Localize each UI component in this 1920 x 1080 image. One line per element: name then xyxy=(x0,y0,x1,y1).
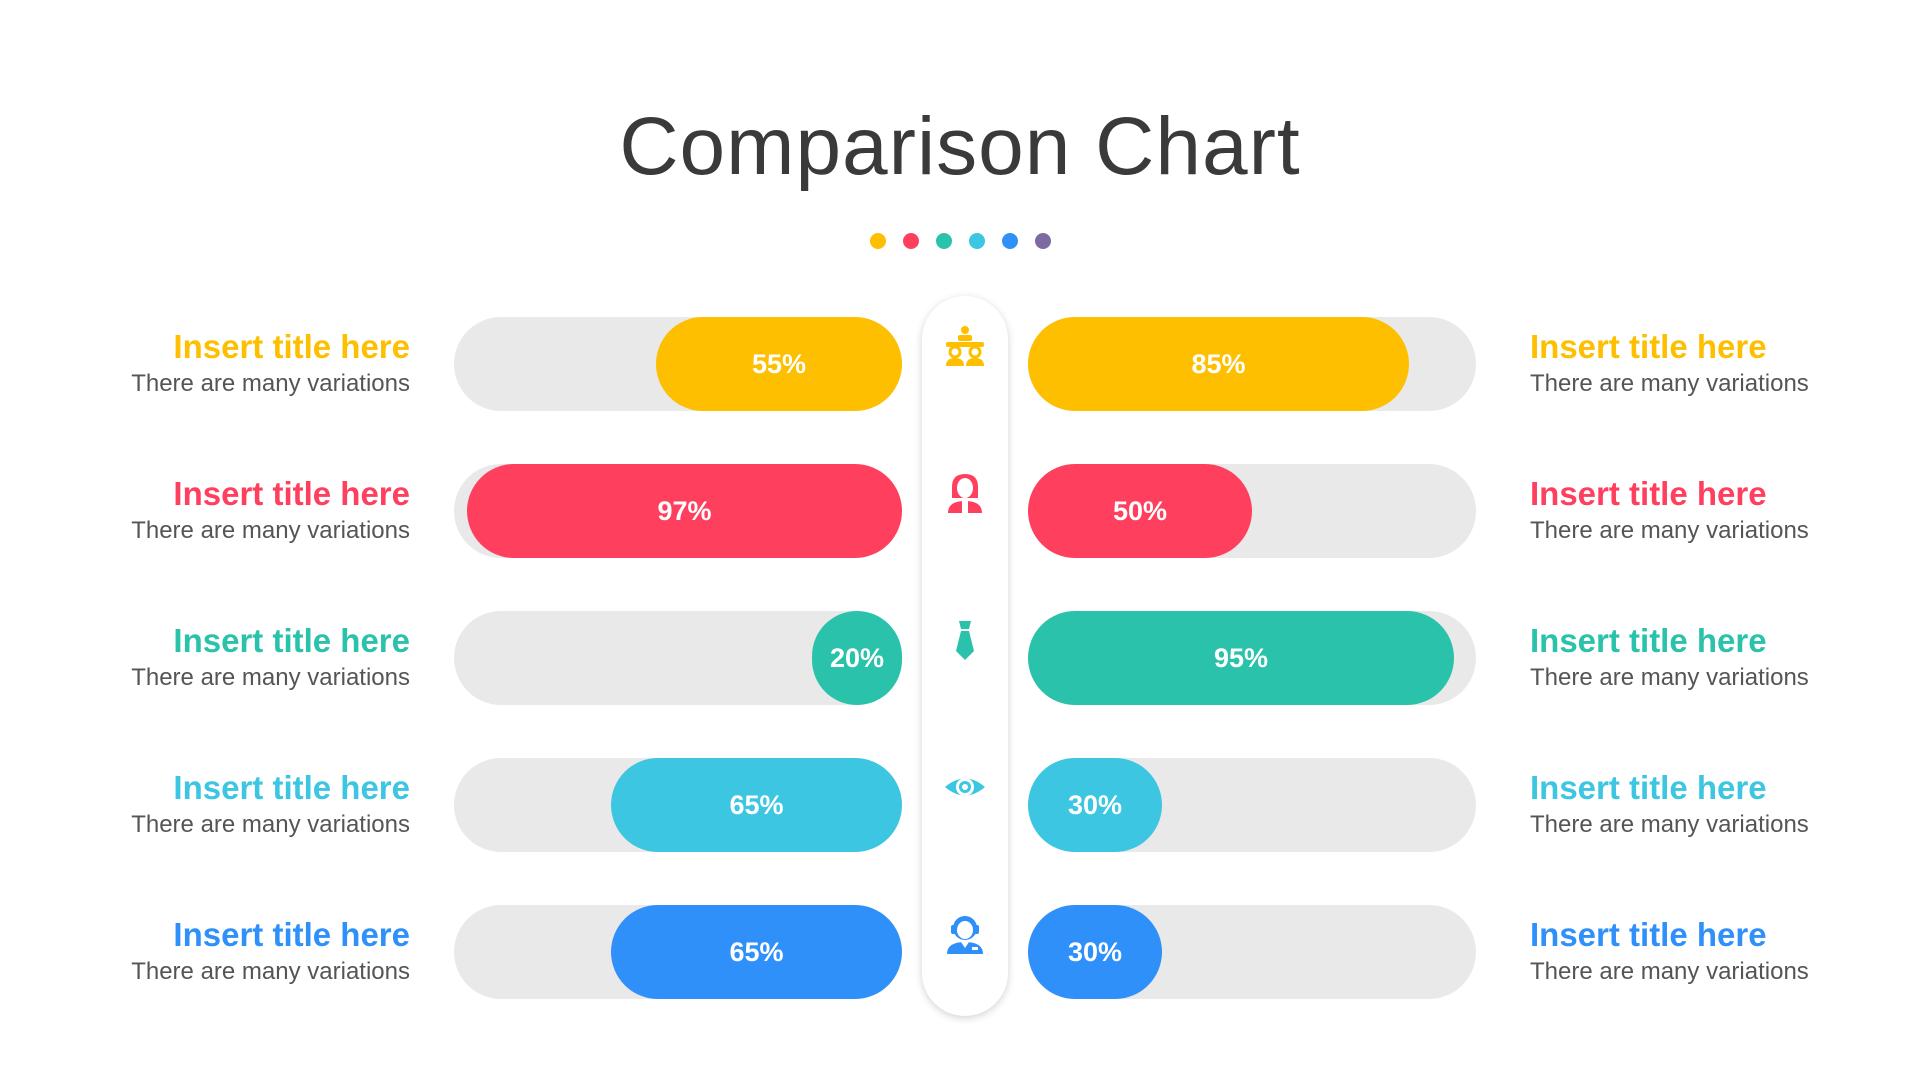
right-label: Insert title here There are many variatio… xyxy=(1530,611,1890,693)
left-row-subtitle: There are many variations xyxy=(131,664,410,691)
right-row-subtitle: There are many variations xyxy=(1530,517,1809,544)
right-label: Insert title here There are many variatio… xyxy=(1530,317,1890,399)
left-label: Insert title here There are many variatio… xyxy=(50,905,410,987)
left-bar: 97% xyxy=(467,464,902,558)
left-bar-value-label: 20% xyxy=(829,642,885,673)
right-bar-track: 85% xyxy=(1028,317,1476,411)
right-row-subtitle: There are many variations xyxy=(1530,664,1809,691)
right-label: Insert title here There are many variatio… xyxy=(1530,464,1890,546)
left-label: Insert title here There are many variatio… xyxy=(50,611,410,693)
right-bar: 30% xyxy=(1028,905,1162,999)
left-label: Insert title here There are many variatio… xyxy=(50,464,410,546)
left-bar-value-label: 55% xyxy=(751,348,807,379)
group-meeting-icon xyxy=(944,325,986,367)
right-row-title: Insert title here xyxy=(1530,622,1767,659)
right-bar-value-label: 95% xyxy=(1213,642,1269,673)
left-bar-value-label: 65% xyxy=(729,789,784,820)
left-row-title: Insert title here xyxy=(173,622,410,659)
right-row-title: Insert title here xyxy=(1530,769,1767,806)
right-bar: 30% xyxy=(1028,758,1162,852)
right-label: Insert title here There are many variatio… xyxy=(1530,905,1890,987)
right-bar-track: 30% xyxy=(1028,905,1476,999)
left-label: Insert title here There are many variatio… xyxy=(50,758,410,840)
left-row-subtitle: There are many variations xyxy=(131,517,410,544)
left-bar-value-label: 97% xyxy=(657,495,712,526)
color-dot xyxy=(935,233,952,249)
left-bar-track: 65% xyxy=(454,905,902,999)
left-row-title: Insert title here xyxy=(173,475,410,512)
comparison-row: Insert title here There are many variatio… xyxy=(0,611,1920,705)
comparison-row: Insert title here There are many variatio… xyxy=(0,464,1920,558)
color-dot xyxy=(1001,233,1018,249)
left-row-subtitle: There are many variations xyxy=(131,370,410,397)
right-row-title: Insert title here xyxy=(1530,475,1767,512)
right-row-subtitle: There are many variations xyxy=(1530,958,1809,985)
tie-icon xyxy=(944,619,986,661)
comparison-row: Insert title here There are many variatio… xyxy=(0,317,1920,411)
right-bar: 95% xyxy=(1028,611,1454,705)
left-row-title: Insert title here xyxy=(173,328,410,365)
right-row-subtitle: There are many variations xyxy=(1530,811,1809,838)
comparison-row: Insert title here There are many variatio… xyxy=(0,758,1920,852)
right-bar-track: 95% xyxy=(1028,611,1476,705)
color-dots xyxy=(0,233,1920,249)
right-label: Insert title here There are many variatio… xyxy=(1530,758,1890,840)
left-bar: 65% xyxy=(611,758,902,852)
right-bar-value-label: 30% xyxy=(1067,789,1123,820)
left-bar-track: 97% xyxy=(454,464,902,558)
right-bar-value-label: 30% xyxy=(1067,936,1123,967)
color-dot xyxy=(902,233,919,249)
left-row-subtitle: There are many variations xyxy=(131,958,410,985)
right-bar-value-label: 85% xyxy=(1191,348,1246,379)
right-row-title: Insert title here xyxy=(1530,328,1767,365)
left-bar-track: 20% xyxy=(454,611,902,705)
color-dot xyxy=(968,233,985,249)
color-dot xyxy=(869,233,886,249)
comparison-row: Insert title here There are many variatio… xyxy=(0,905,1920,999)
support-agent-icon xyxy=(944,913,986,955)
eye-icon xyxy=(944,766,986,808)
left-row-subtitle: There are many variations xyxy=(131,811,410,838)
left-bar: 65% xyxy=(611,905,902,999)
page-title: Comparison Chart xyxy=(619,101,1301,192)
left-bar-track: 65% xyxy=(454,758,902,852)
color-dot xyxy=(1034,233,1051,249)
left-label: Insert title here There are many variatio… xyxy=(50,317,410,399)
right-row-title: Insert title here xyxy=(1530,916,1767,953)
right-bar: 50% xyxy=(1028,464,1252,558)
right-bar-track: 50% xyxy=(1028,464,1476,558)
left-bar-track: 55% xyxy=(454,317,902,411)
left-bar: 20% xyxy=(812,611,902,705)
right-bar-track: 30% xyxy=(1028,758,1476,852)
right-row-subtitle: There are many variations xyxy=(1530,370,1809,397)
left-bar: 55% xyxy=(656,317,902,411)
right-bar-value-label: 50% xyxy=(1112,495,1168,526)
left-row-title: Insert title here xyxy=(173,769,410,806)
left-bar-value-label: 65% xyxy=(729,936,784,967)
left-row-title: Insert title here xyxy=(173,916,410,953)
woman-avatar-icon xyxy=(944,472,986,514)
right-bar: 85% xyxy=(1028,317,1409,411)
